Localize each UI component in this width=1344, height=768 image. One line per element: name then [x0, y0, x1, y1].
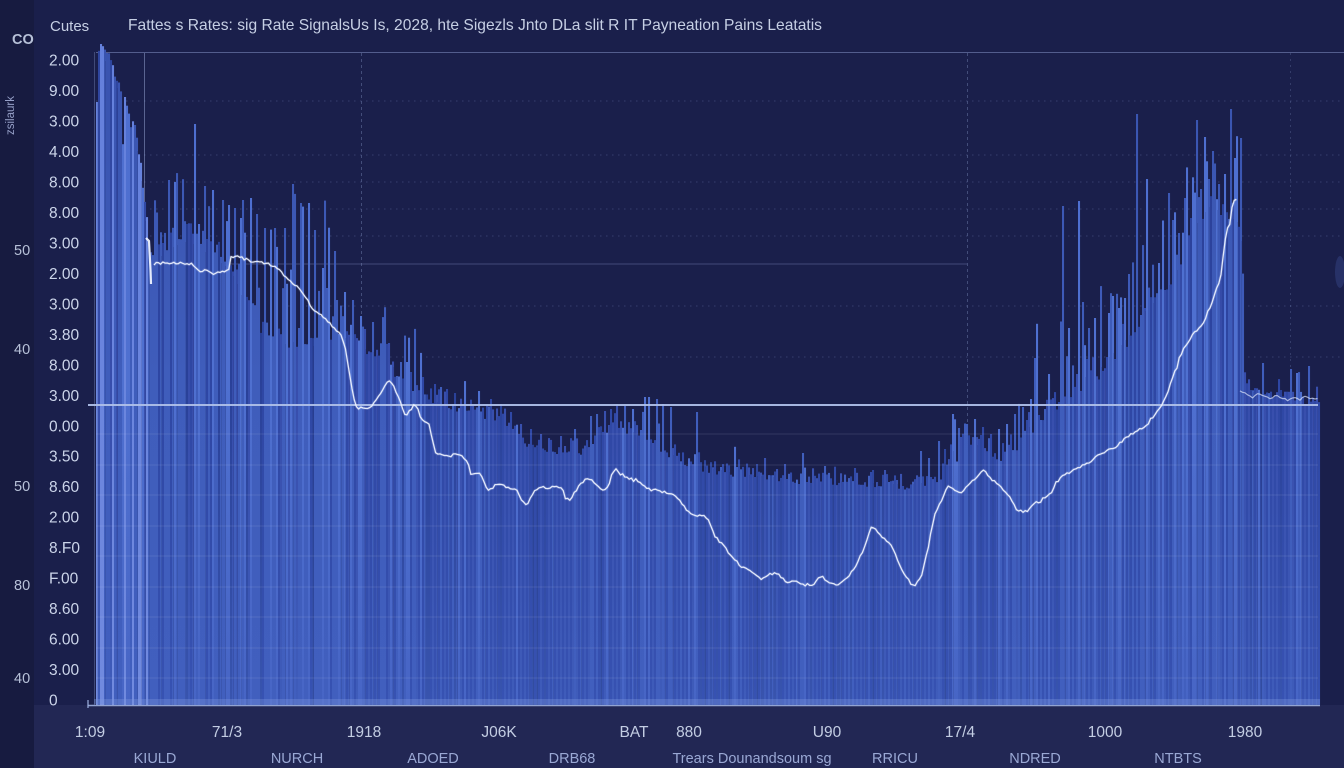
svg-text:1918: 1918 [347, 724, 381, 741]
svg-text:1980: 1980 [1228, 724, 1263, 741]
svg-text:2.00: 2.00 [49, 510, 80, 527]
svg-text:8.60: 8.60 [49, 479, 80, 496]
svg-text:F.00: F.00 [49, 571, 79, 588]
svg-text:1:09: 1:09 [75, 724, 105, 741]
svg-text:Cutes: Cutes [50, 18, 89, 35]
svg-text:9.00: 9.00 [49, 83, 80, 100]
svg-text:NTBTS: NTBTS [1154, 751, 1202, 767]
svg-text:40: 40 [14, 671, 30, 687]
svg-text:80: 80 [14, 578, 30, 594]
svg-text:17/4: 17/4 [945, 724, 976, 741]
svg-text:RRICU: RRICU [872, 751, 918, 767]
svg-text:8.00: 8.00 [49, 174, 80, 191]
svg-text:3.00: 3.00 [49, 113, 80, 130]
svg-text:2.00: 2.00 [49, 266, 80, 283]
svg-text:NDRED: NDRED [1009, 751, 1061, 767]
svg-text:1000: 1000 [1088, 724, 1123, 741]
svg-text:Fattes s Rates: sig Rate Signa: Fattes s Rates: sig Rate SignalsUs Is, 2… [128, 17, 822, 34]
svg-text:880: 880 [676, 724, 702, 741]
svg-text:J06K: J06K [481, 724, 517, 741]
svg-text:71/3: 71/3 [212, 724, 242, 741]
svg-text:3.00: 3.00 [49, 662, 80, 679]
svg-text:CO: CO [12, 32, 34, 48]
svg-text:ADOED: ADOED [407, 751, 459, 767]
svg-text:8.F0: 8.F0 [49, 540, 80, 557]
svg-text:Trears Dounandsoum sg: Trears Dounandsoum sg [672, 751, 831, 767]
svg-text:3.00: 3.00 [49, 235, 80, 252]
svg-text:50: 50 [14, 243, 30, 259]
svg-text:3.50: 3.50 [49, 449, 80, 466]
svg-text:4.00: 4.00 [49, 144, 80, 161]
svg-text:3.00: 3.00 [49, 388, 80, 405]
svg-text:50: 50 [14, 479, 30, 495]
svg-text:8.60: 8.60 [49, 601, 80, 618]
svg-text:NURCH: NURCH [271, 751, 323, 767]
svg-text:8.00: 8.00 [49, 205, 80, 222]
svg-text:3.80: 3.80 [49, 327, 80, 344]
svg-text:0: 0 [49, 693, 58, 710]
svg-text:KIULD: KIULD [134, 751, 177, 767]
svg-text:DRB68: DRB68 [549, 751, 596, 767]
svg-text:3.00: 3.00 [49, 296, 80, 313]
svg-text:zsilaurk: zsilaurk [5, 96, 17, 135]
svg-text:BAT: BAT [620, 724, 650, 741]
svg-text:8.00: 8.00 [49, 357, 80, 374]
svg-text:2.00: 2.00 [49, 53, 80, 70]
svg-text:U90: U90 [813, 724, 842, 741]
svg-text:6.00: 6.00 [49, 632, 80, 649]
svg-text:0.00: 0.00 [49, 418, 80, 435]
svg-text:40: 40 [14, 342, 30, 358]
